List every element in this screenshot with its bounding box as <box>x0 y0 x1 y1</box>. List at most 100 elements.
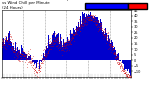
Point <box>72 37 75 38</box>
Point <box>23 55 26 56</box>
Point <box>16 57 19 58</box>
Point <box>34 66 36 68</box>
Point <box>90 18 92 20</box>
Point <box>121 67 124 68</box>
Point <box>84 19 87 20</box>
Point <box>64 45 66 47</box>
Point <box>18 60 20 61</box>
Point <box>40 54 43 55</box>
Point <box>114 56 117 57</box>
Point <box>98 27 100 28</box>
Point <box>118 63 121 65</box>
Point <box>52 45 55 46</box>
Point <box>41 50 44 51</box>
Point <box>40 57 43 58</box>
Point <box>73 34 75 36</box>
Point <box>128 76 130 77</box>
Point <box>55 33 57 35</box>
Point <box>108 45 111 47</box>
Point <box>109 46 112 47</box>
Point <box>30 58 32 59</box>
Point <box>127 72 130 73</box>
Point <box>12 51 15 52</box>
Point <box>20 52 22 54</box>
Point <box>13 47 15 48</box>
Point <box>99 22 102 24</box>
Point <box>14 51 17 52</box>
Point <box>55 40 58 42</box>
Point <box>67 44 69 46</box>
Point <box>54 33 57 34</box>
Point <box>112 46 115 47</box>
Point <box>1 42 3 44</box>
Point <box>103 30 106 31</box>
Point <box>44 55 46 56</box>
Point <box>1 45 4 46</box>
Point <box>84 16 87 17</box>
Point <box>78 26 80 27</box>
Point <box>82 19 84 20</box>
Point <box>50 43 52 44</box>
Point <box>72 40 75 41</box>
Point <box>24 55 26 57</box>
Point <box>112 49 115 50</box>
Point <box>45 56 48 57</box>
Point <box>105 34 107 36</box>
Point <box>15 49 18 50</box>
Point <box>67 39 69 40</box>
Point <box>97 26 99 27</box>
Point <box>124 70 126 71</box>
Point <box>85 17 88 18</box>
Point <box>117 60 120 61</box>
Point <box>74 28 76 29</box>
Point <box>94 18 96 19</box>
Point <box>82 17 85 18</box>
Point <box>77 22 80 24</box>
Point <box>106 31 109 33</box>
Point <box>98 27 101 29</box>
Point <box>92 17 95 18</box>
Point <box>104 42 107 44</box>
Point <box>8 36 11 37</box>
Point <box>29 56 32 57</box>
Point <box>5 41 8 42</box>
Point <box>4 37 6 38</box>
Point <box>107 38 110 40</box>
Point <box>56 38 59 39</box>
Point <box>113 54 115 55</box>
Point <box>76 22 79 24</box>
Point <box>56 45 58 47</box>
Point <box>52 42 55 44</box>
Point <box>54 39 56 40</box>
Point <box>19 59 21 60</box>
Point <box>48 43 51 45</box>
Point <box>20 55 22 56</box>
Point <box>111 45 114 47</box>
Point <box>87 17 89 19</box>
Point <box>115 54 118 55</box>
Point <box>68 41 71 43</box>
Point <box>93 17 95 19</box>
Point <box>13 56 15 58</box>
Point <box>25 54 28 55</box>
Point <box>5 39 7 40</box>
Point <box>71 32 73 33</box>
Point <box>107 48 109 50</box>
Point <box>81 24 84 26</box>
Point <box>97 30 100 31</box>
Point <box>2 39 5 40</box>
Point <box>95 24 97 25</box>
Point <box>75 31 78 33</box>
Point <box>94 19 96 21</box>
Point <box>39 66 42 67</box>
Point <box>101 27 103 28</box>
Point <box>120 64 123 65</box>
Point <box>82 19 84 21</box>
Point <box>0 38 3 39</box>
Point <box>8 43 11 44</box>
Point <box>115 59 117 61</box>
Point <box>123 72 125 73</box>
Point <box>66 43 68 44</box>
Point <box>106 34 108 36</box>
Point <box>20 57 23 58</box>
